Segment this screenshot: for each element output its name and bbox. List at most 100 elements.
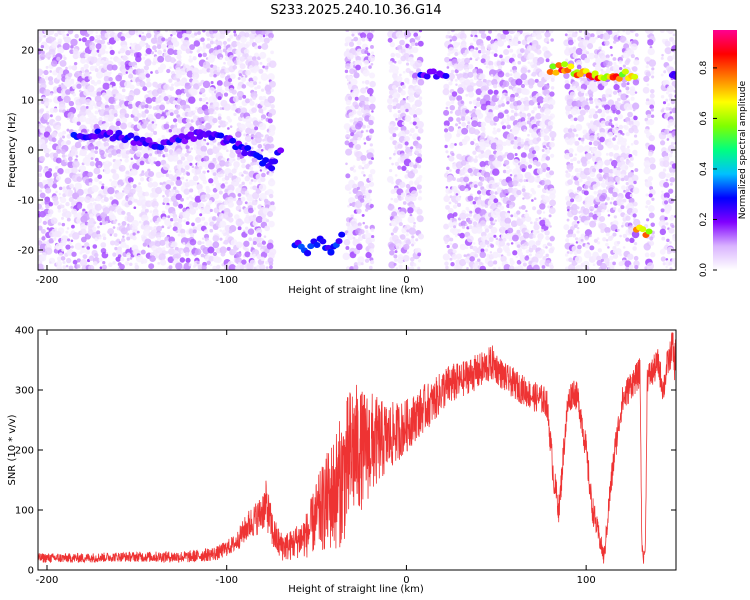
spectrogram-cell [189, 126, 195, 132]
spectrogram-cell [671, 39, 676, 46]
spectrogram-cell [477, 196, 482, 201]
spectrogram-cell [612, 110, 616, 114]
spectrogram-cell [68, 100, 75, 107]
spectrogram-cell [85, 106, 89, 109]
spectrogram-cell [521, 121, 527, 127]
spectrogram-cell [365, 47, 369, 51]
spectrogram-cell [253, 207, 256, 211]
spectrogram-cell [363, 163, 369, 170]
spectrogram-cell [344, 42, 349, 47]
spectrogram-cell [497, 182, 501, 186]
spectrogram-cell [88, 178, 93, 183]
spectrogram-cell [84, 159, 91, 166]
spectrogram-cell [406, 251, 410, 254]
spectrogram-cell [70, 148, 78, 157]
spectrogram-cell [55, 230, 62, 238]
spectrogram-cell [356, 40, 362, 46]
spectrogram-cell [41, 236, 46, 241]
spectrogram-cell [135, 30, 143, 37]
spectrogram-cell [469, 256, 475, 262]
spectrogram-cell [201, 264, 207, 270]
spectrogram-cell [229, 151, 236, 159]
spectrogram-cell [54, 32, 59, 37]
spectrogram-cell [479, 144, 486, 151]
spectrogram-cell [492, 220, 496, 224]
spectrogram-cell [397, 256, 405, 264]
spectrogram-cell [180, 176, 185, 180]
spectrogram-cell [241, 174, 244, 177]
spectrogram-cell [485, 55, 491, 61]
spectrogram-cell [600, 112, 606, 118]
spectrogram-cell [595, 105, 599, 109]
spectrogram-cell [157, 55, 165, 63]
spectrogram-cell [94, 252, 99, 258]
spectrogram-cell [107, 116, 114, 122]
spectrogram-cell [175, 262, 183, 270]
spectrogram-cell [183, 88, 189, 94]
spectrogram-cell [517, 53, 523, 59]
spectrogram-cell [354, 200, 363, 208]
spectrogram-cell [391, 85, 397, 90]
spectrogram-cell [213, 111, 217, 115]
spectrogram-cell [399, 181, 406, 188]
spectrogram-cell [216, 145, 222, 150]
spectrogram-cell [90, 49, 98, 57]
spectrogram-cell [626, 90, 630, 94]
spectrogram-cell [544, 230, 550, 236]
spectrogram-cell [673, 60, 676, 66]
spectrogram-cell [389, 250, 395, 256]
spectrogram-cell [258, 68, 264, 74]
spectrogram-cell [506, 124, 511, 130]
spectrogram-cell [94, 68, 99, 73]
spectrogram-cell [156, 225, 163, 232]
spectrogram-cell [544, 220, 551, 227]
spectrogram-cell [608, 255, 614, 261]
spectrogram-cell [506, 152, 515, 161]
spectrogram-cell [624, 60, 630, 66]
spectrogram-cell [95, 35, 99, 39]
spectrogram-cell [70, 239, 74, 242]
spectrogram-cell [235, 107, 242, 114]
spectrogram-cell [184, 251, 190, 257]
spectrogram-cell [127, 177, 134, 183]
spectrogram-cell [131, 129, 134, 132]
spectrogram-cell [459, 184, 466, 192]
spectrogram-cell [601, 96, 607, 103]
spectrogram-cell [205, 188, 211, 194]
spectrogram-cell [252, 214, 257, 218]
spectrogram-cell [531, 190, 537, 195]
spectrogram-cell [659, 140, 666, 146]
spectrogram-cell [239, 264, 245, 270]
spectrogram-cell [172, 100, 178, 105]
spectrogram-cell [387, 37, 393, 43]
spectrogram-cell [607, 61, 613, 67]
spectrogram-cell [226, 47, 234, 54]
spectrogram-cell [447, 47, 455, 54]
spectrogram-cell [463, 64, 470, 71]
spectrogram-cell [550, 38, 554, 42]
spectrogram-cell [595, 57, 603, 65]
spectrogram-cell [180, 228, 186, 235]
spectrogram-cell [109, 84, 113, 88]
spectrogram-cell [195, 207, 199, 211]
spectrogram-cell [602, 167, 610, 175]
spectrogram-cell [95, 61, 101, 67]
spectrogram-cell [233, 112, 237, 117]
spectrogram-cell [362, 221, 366, 225]
spectrogram-cell [405, 239, 412, 245]
spectrogram-cell [480, 58, 486, 64]
spectrogram-cell [162, 163, 170, 171]
spectrogram-cell [343, 239, 351, 246]
spectrogram-cell [418, 30, 423, 33]
spectrogram-cell [456, 133, 461, 138]
spectrogram-cell [539, 203, 546, 210]
spectrogram-cell [527, 116, 531, 120]
spectrogram-cell [55, 165, 59, 170]
spectrogram-cell [48, 149, 52, 152]
spectrogram-cell [156, 40, 162, 46]
spectrogram-cell [388, 169, 393, 173]
spectrogram-cell [58, 186, 63, 191]
spectrogram-cell [62, 265, 67, 269]
spectrogram-cell [195, 154, 203, 162]
